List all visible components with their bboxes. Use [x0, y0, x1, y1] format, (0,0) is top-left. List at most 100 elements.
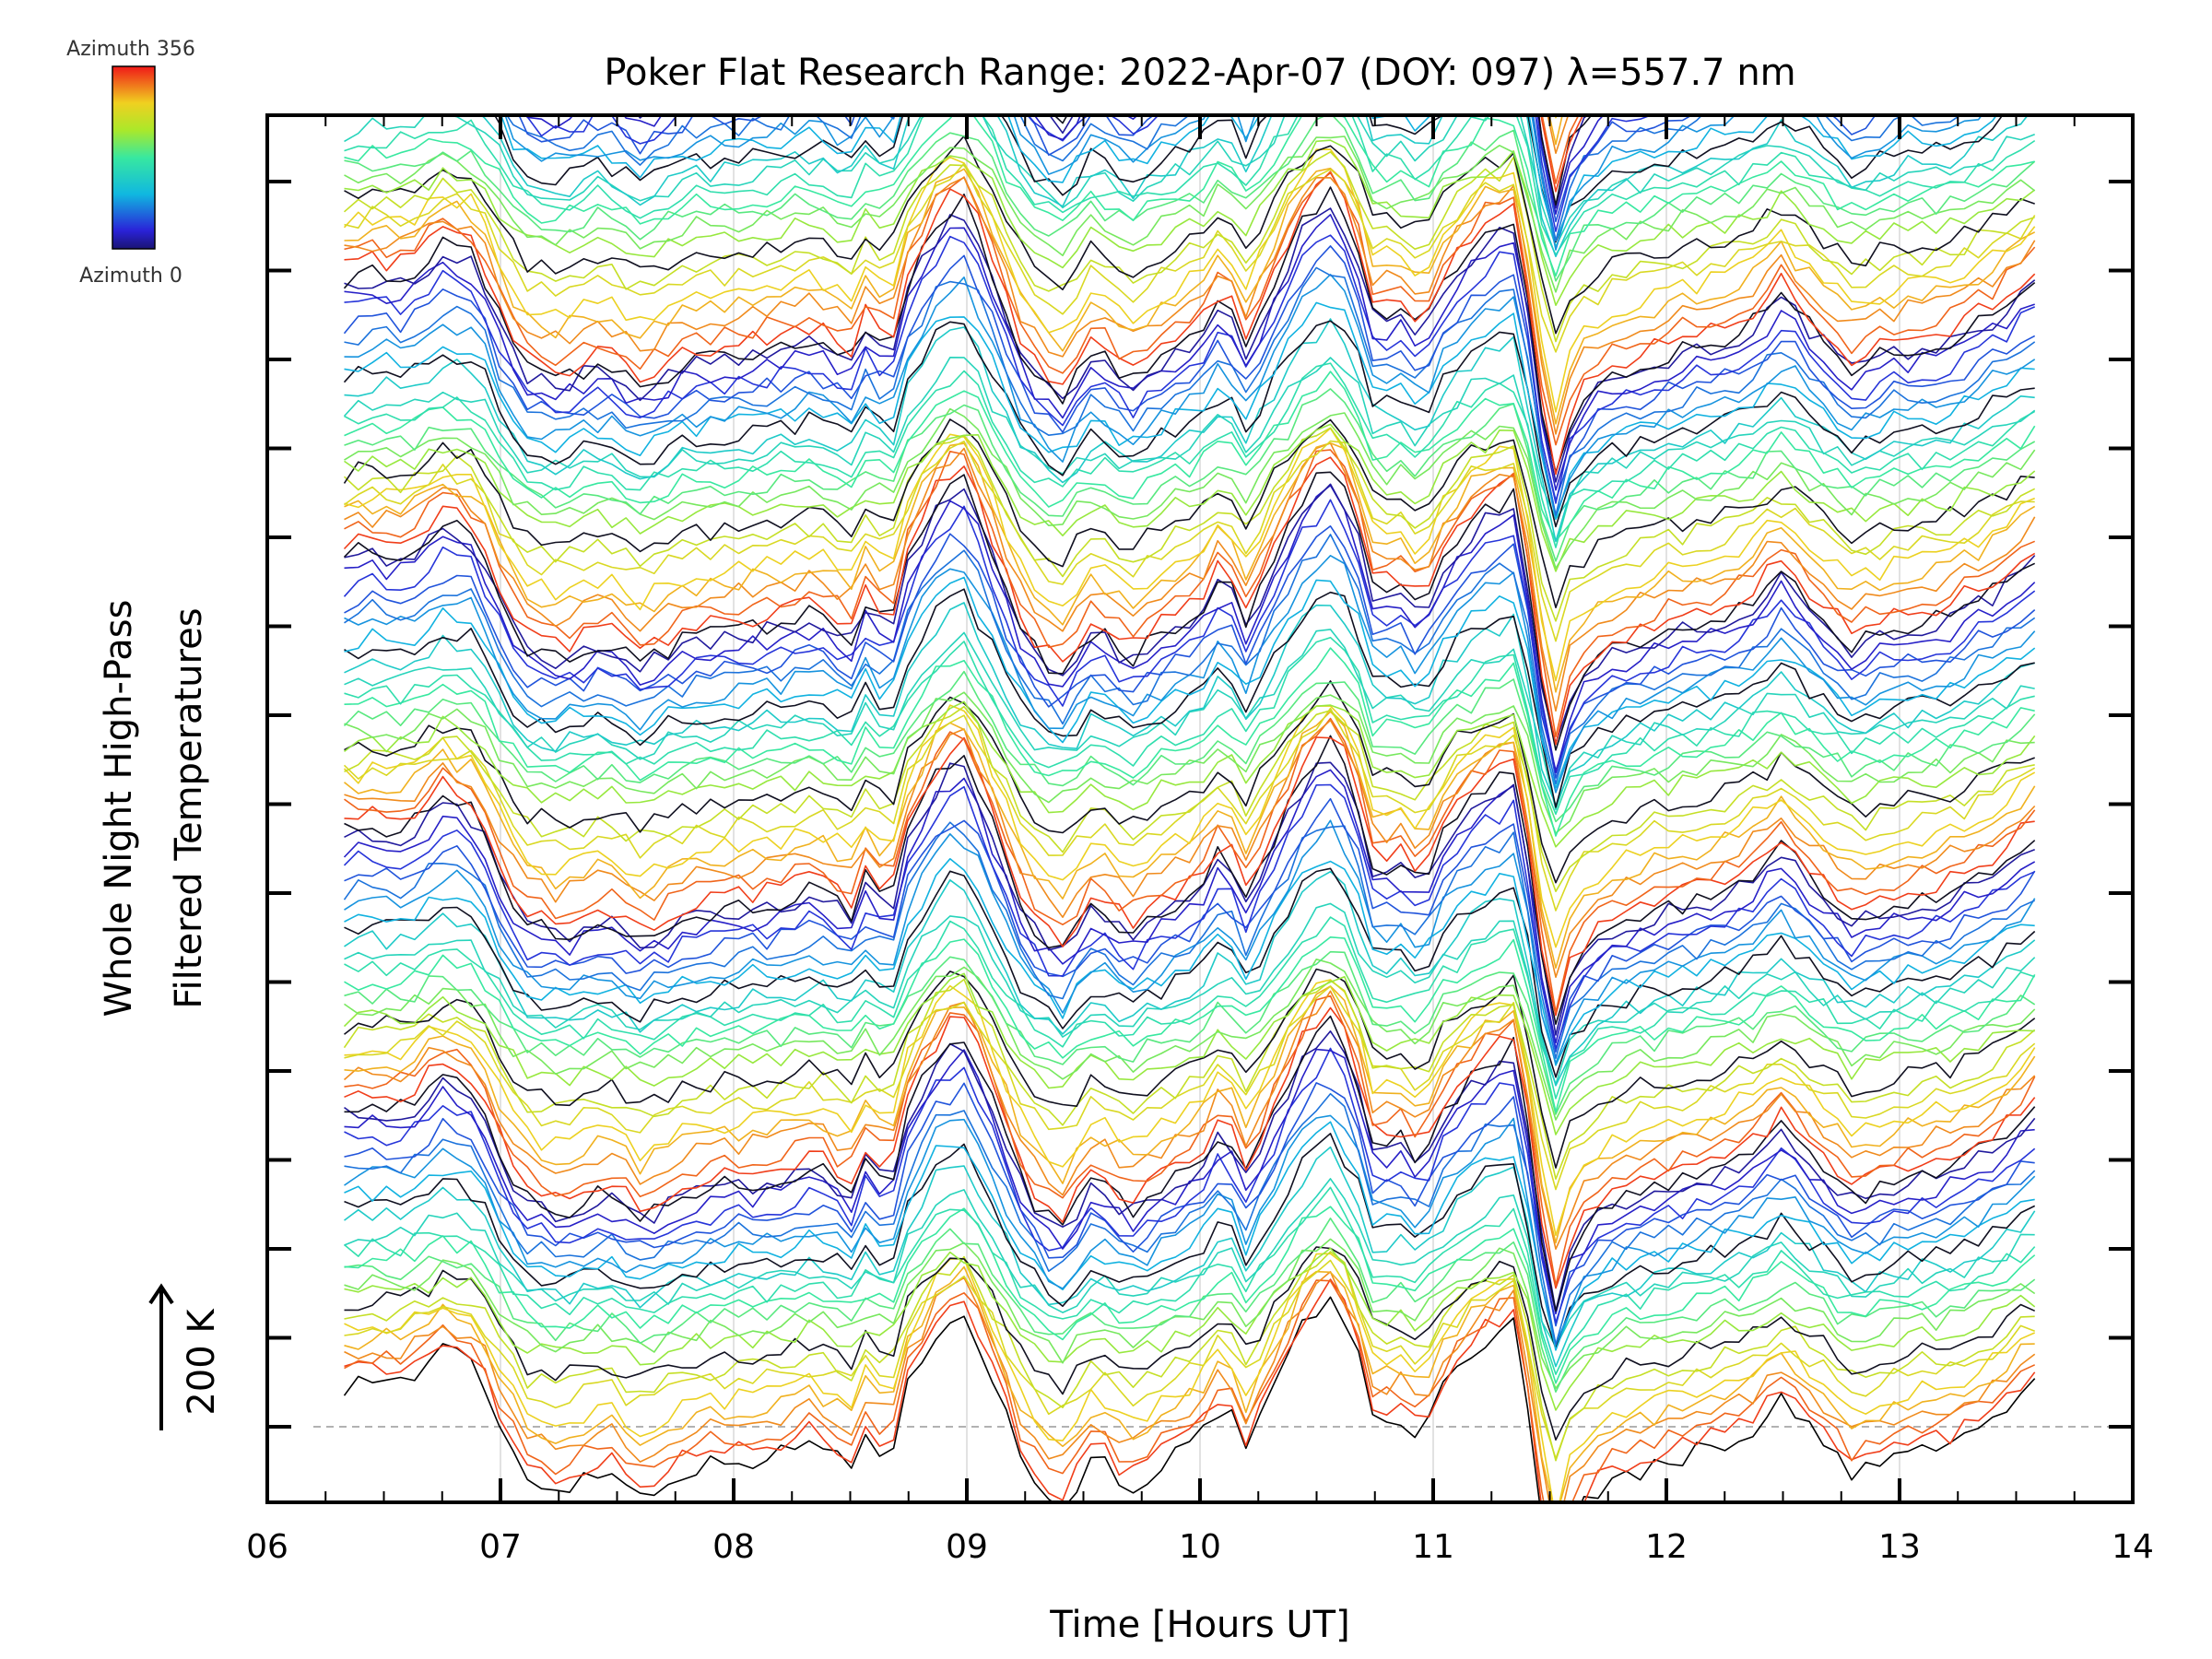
- trace-line: [344, 171, 2036, 476]
- trace-line: [344, 441, 2036, 693]
- trace-line: [344, 115, 2036, 256]
- trace-line: [344, 1114, 2036, 1345]
- trace-line: [344, 935, 2036, 1113]
- trace-line: [344, 423, 2036, 572]
- trace-line: [344, 115, 2035, 248]
- trace-line: [344, 266, 2036, 516]
- trace-line: [344, 1271, 2036, 1502]
- trace-line: [344, 867, 2036, 1078]
- trace-line: [344, 484, 2036, 774]
- trace-line: [344, 273, 2036, 516]
- trace-line: [344, 1246, 2036, 1441]
- trace-line: [344, 1253, 2036, 1502]
- trace-line: [344, 1247, 2036, 1411]
- trace-line: [345, 0, 2035, 18]
- x-tick-label: 09: [946, 1528, 988, 1566]
- trace-line: [500, 115, 1998, 242]
- trace-line: [343, 186, 2036, 474]
- trace-line: [344, 985, 2036, 1191]
- trace-line: [343, 356, 2036, 521]
- trace-line: [344, 1218, 2036, 1393]
- trace-line: [344, 680, 2035, 884]
- trace-line: [343, 418, 2035, 609]
- trace-line: [344, 1259, 2035, 1460]
- trace-line: [344, 1047, 2036, 1324]
- trace-line: [344, 700, 2036, 848]
- trace-line: [525, 115, 1630, 215]
- trace-line: [344, 440, 2035, 642]
- trace-line: [344, 115, 2030, 258]
- trace-line: [344, 691, 2035, 834]
- trace-line: [344, 176, 2036, 435]
- trace-line: [343, 148, 2036, 413]
- trace-line: [344, 1251, 2035, 1462]
- trace-line: [344, 1146, 2036, 1368]
- trace-line: [344, 483, 2036, 745]
- trace-line: [344, 857, 2035, 1066]
- trace-line: [343, 670, 2036, 823]
- trace-line: [345, 0, 2035, 21]
- trace-line: [343, 783, 2036, 1050]
- x-tick-label: 08: [712, 1528, 755, 1566]
- trace-line: [344, 916, 2035, 1100]
- trace-line: [344, 1121, 2035, 1351]
- x-tick-label: 11: [1412, 1528, 1454, 1566]
- trace-line: [344, 736, 2035, 1017]
- x-tick-label: 07: [479, 1528, 522, 1566]
- trace-line: [343, 821, 2036, 1059]
- trace-line: [344, 959, 2036, 1121]
- trace-line: [344, 979, 2036, 1237]
- trace-line: [344, 1178, 2035, 1348]
- trace-line: [344, 797, 2036, 1053]
- trace-line: [344, 1278, 2036, 1502]
- trace-line: [344, 371, 2036, 542]
- trace-line: [344, 950, 2036, 1115]
- trace-line: [343, 499, 2036, 771]
- trace-line: [344, 318, 2035, 543]
- trace-line: [344, 115, 2036, 282]
- trace-line: [343, 427, 2036, 622]
- trace-line: [343, 456, 2036, 746]
- trace-line: [343, 1296, 2036, 1502]
- trace-line: [344, 588, 2035, 808]
- chart-title: Poker Flat Research Range: 2022-Apr-07 (…: [604, 52, 1795, 94]
- trace-line: [344, 362, 2036, 548]
- colorbar-top-label: Azimuth 356: [66, 38, 195, 61]
- scale-bar-label: 200 K: [181, 1308, 223, 1416]
- trace-line: [344, 115, 2035, 277]
- trace-line: [344, 819, 2036, 1065]
- trace-line: [1061, 115, 1584, 193]
- x-tick-label: 12: [1645, 1528, 1688, 1566]
- trace-line: [344, 1279, 2036, 1502]
- x-axis-label: Time [Hours UT]: [1049, 1604, 1349, 1646]
- trace-line: [344, 207, 2036, 483]
- trace-line: [343, 978, 2036, 1180]
- trace-line: [343, 151, 2035, 343]
- trace-line: [344, 1092, 2036, 1346]
- trace-line: [344, 1082, 2035, 1327]
- trace-line: [344, 870, 2036, 1087]
- trace-line: [344, 705, 2035, 893]
- trace-line: [344, 135, 2036, 293]
- trace-line: [344, 602, 2035, 806]
- trace-line: [343, 471, 2036, 751]
- y-axis-label-line1: Whole Night High-Pass: [98, 600, 140, 1018]
- colorbar: [112, 65, 156, 250]
- trace-line: [344, 388, 2036, 562]
- trace-line: [344, 301, 2035, 521]
- trace-line: [344, 427, 2035, 682]
- trace-line: [344, 1015, 2036, 1312]
- y-axis-label-line2: Filtered Temperatures: [168, 607, 210, 1008]
- trace-line: [493, 115, 2004, 243]
- x-tick-label: 06: [246, 1528, 288, 1566]
- trace-line: [344, 449, 2036, 738]
- trace-line: [343, 769, 2036, 1044]
- trace-line: [344, 1048, 2035, 1315]
- trace-line: [344, 234, 2036, 504]
- trace-line: [344, 719, 2036, 978]
- trace-line: [344, 902, 2036, 1086]
- trace-line: [344, 524, 2036, 779]
- trace-line: [343, 1186, 2036, 1375]
- trace-line: [344, 717, 2036, 1013]
